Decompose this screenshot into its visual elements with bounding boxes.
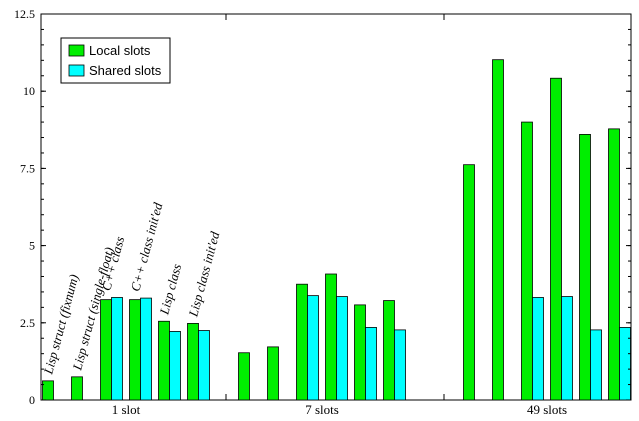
legend-swatch-local bbox=[68, 44, 85, 57]
legend-label-local: Local slots bbox=[89, 43, 151, 58]
bar-local bbox=[550, 77, 562, 401]
bar-local bbox=[463, 164, 475, 401]
bar-local bbox=[238, 352, 250, 401]
y-axis: 0 2.5 5 7.5 10 12.5 bbox=[14, 7, 631, 407]
bar-local bbox=[100, 299, 112, 401]
y-tick-label: 5 bbox=[29, 239, 35, 253]
bar-shared bbox=[307, 295, 319, 401]
legend-label-shared: Shared slots bbox=[89, 63, 162, 78]
bar-local bbox=[187, 323, 199, 401]
bar-shared bbox=[336, 296, 348, 401]
x-axis: 1 slot 7 slots 49 slots bbox=[112, 14, 567, 417]
bar-shared bbox=[590, 329, 602, 401]
y-tick-label: 7.5 bbox=[20, 161, 35, 175]
bar-local bbox=[42, 380, 54, 401]
group-label: 7 slots bbox=[305, 402, 339, 417]
bar-shared bbox=[111, 297, 123, 401]
y-tick-label: 0 bbox=[29, 393, 35, 407]
bar-local bbox=[608, 128, 620, 401]
legend-swatch-shared bbox=[68, 64, 85, 77]
group-label: 49 slots bbox=[527, 402, 567, 417]
bar-shared bbox=[532, 297, 544, 401]
group-label: 1 slot bbox=[112, 402, 141, 417]
bar-local bbox=[492, 59, 504, 401]
bar-local bbox=[158, 320, 170, 401]
bar-local bbox=[325, 273, 337, 401]
bar-local bbox=[71, 376, 83, 401]
bar-local bbox=[354, 304, 366, 401]
legend: Local slots Shared slots bbox=[60, 37, 171, 84]
bar-local bbox=[267, 346, 279, 401]
y-tick-label: 12.5 bbox=[14, 7, 35, 21]
bar-shared bbox=[619, 327, 631, 401]
bar-local bbox=[129, 299, 141, 401]
bar-local bbox=[296, 283, 308, 401]
y-tick-label: 2.5 bbox=[20, 316, 35, 330]
bar-shared bbox=[365, 327, 377, 401]
bar-shared bbox=[140, 297, 152, 401]
bars-layer bbox=[42, 59, 631, 401]
bar-shared bbox=[169, 331, 181, 401]
bar-shared bbox=[561, 296, 573, 401]
bar-local bbox=[383, 300, 395, 401]
bar-shared bbox=[394, 329, 406, 401]
bar-shared bbox=[198, 330, 210, 401]
bar-local bbox=[579, 134, 591, 401]
bar-local bbox=[521, 121, 533, 401]
y-tick-label: 10 bbox=[23, 84, 35, 98]
